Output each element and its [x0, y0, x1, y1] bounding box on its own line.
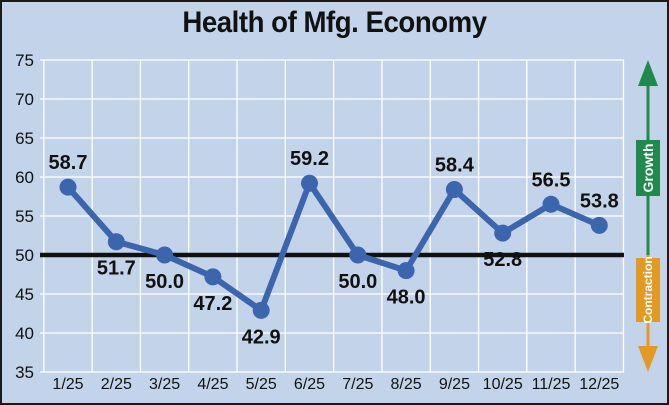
- data-labels: 58.7 51.7 50.0 47.2 42.9 59.2 50.0 48.0 58.4 52.8…: [49, 148, 619, 348]
- x-tick-label: 6/25: [294, 376, 325, 393]
- x-tick-label: 12/25: [579, 376, 619, 393]
- x-tick-label: 3/25: [149, 376, 180, 393]
- y-tick-label: 75: [15, 51, 34, 70]
- data-label: 48.0: [387, 287, 426, 309]
- data-label: 58.4: [435, 154, 475, 176]
- y-tick-label: 70: [15, 90, 34, 109]
- data-point: [590, 216, 608, 234]
- data-point: [349, 246, 367, 264]
- x-tick-label: 2/25: [101, 376, 132, 393]
- data-label: 50.0: [338, 271, 377, 293]
- data-point: [445, 180, 463, 198]
- x-tick-label: 5/25: [246, 376, 277, 393]
- x-tick-label: 10/25: [483, 376, 523, 393]
- data-label: 42.9: [242, 326, 281, 348]
- data-points: [59, 174, 608, 319]
- growth-contraction-indicator: Growth Contraction: [636, 60, 660, 372]
- y-tick-label: 45: [15, 285, 34, 304]
- data-point: [542, 195, 560, 213]
- data-point: [301, 174, 318, 192]
- x-tick-label: 7/25: [342, 376, 373, 393]
- data-label: 51.7: [97, 258, 136, 280]
- x-tick-label: 4/25: [197, 376, 228, 393]
- y-axis-ticks: 35 40 45 50 55 60 65 70 75: [15, 51, 34, 382]
- data-label: 52.8: [483, 249, 522, 271]
- data-label: 59.2: [290, 148, 329, 170]
- y-tick-label: 55: [15, 207, 34, 226]
- contraction-label: Contraction: [641, 256, 655, 323]
- x-tick-label: 11/25: [532, 376, 571, 393]
- y-tick-label: 65: [15, 129, 34, 148]
- data-label: 56.5: [532, 169, 571, 191]
- y-tick-label: 35: [15, 363, 34, 382]
- contraction-label-box: [636, 258, 660, 322]
- data-point: [397, 262, 415, 280]
- data-label: 58.7: [49, 152, 88, 174]
- data-label: 53.8: [580, 190, 619, 212]
- y-tick-label: 50: [15, 246, 34, 265]
- data-point: [494, 224, 512, 242]
- data-label: 47.2: [193, 293, 232, 315]
- x-tick-label: 1/25: [52, 376, 83, 393]
- data-point: [252, 301, 270, 319]
- growth-label-box: [636, 140, 660, 196]
- data-point: [204, 268, 222, 286]
- x-axis-ticks: 1/25 2/25 3/25 4/25 5/25 6/25 7/25 8/25 9/25 10/2…: [52, 376, 619, 393]
- growth-arrow-head: [638, 60, 658, 86]
- y-tick-label: 60: [15, 168, 34, 187]
- data-point: [107, 233, 125, 251]
- data-point: [156, 246, 174, 264]
- growth-label: Growth: [640, 144, 656, 193]
- data-point: [59, 178, 77, 196]
- x-tick-label: 9/25: [439, 376, 470, 393]
- data-label: 50.0: [145, 271, 184, 293]
- contraction-arrow-head: [638, 346, 658, 372]
- y-tick-label: 40: [15, 324, 34, 343]
- x-tick-label: 8/25: [391, 376, 422, 393]
- chart-title: Health of Mfg. Economy: [182, 6, 487, 39]
